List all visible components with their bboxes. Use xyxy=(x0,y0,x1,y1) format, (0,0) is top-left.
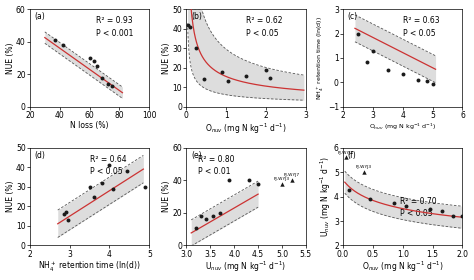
Text: (f): (f) xyxy=(348,151,356,160)
Point xyxy=(98,75,105,80)
Text: P < 0.01: P < 0.01 xyxy=(199,167,231,176)
Point xyxy=(62,210,70,214)
Y-axis label: U$_{nuv}$ (mg N kg$^{-1}$ d$^{-1}$): U$_{nuv}$ (mg N kg$^{-1}$ d$^{-1}$) xyxy=(318,156,333,237)
Point xyxy=(108,83,116,88)
Point xyxy=(98,181,105,185)
X-axis label: O$_{nuv}$ (mg N kg$^{-1}$ d$^{-1}$): O$_{nuv}$ (mg N kg$^{-1}$ d$^{-1}$) xyxy=(362,260,444,274)
X-axis label: NH$_4^+$ retention time (ln(d)): NH$_4^+$ retention time (ln(d)) xyxy=(38,260,141,274)
Point xyxy=(226,178,233,183)
Point xyxy=(369,48,377,53)
Y-axis label: NUE (%): NUE (%) xyxy=(6,181,15,212)
Point xyxy=(90,59,98,64)
Point xyxy=(450,214,457,218)
Point xyxy=(104,82,111,86)
Text: R² = 0.93: R² = 0.93 xyxy=(96,16,132,25)
Text: P < 0.05: P < 0.05 xyxy=(90,167,122,176)
Point xyxy=(109,186,117,191)
Point xyxy=(192,46,200,50)
Point xyxy=(245,178,252,183)
Point xyxy=(278,181,286,186)
Text: (a): (a) xyxy=(35,12,46,21)
Point xyxy=(142,185,149,189)
Point xyxy=(266,75,274,80)
Y-axis label: NUE (%): NUE (%) xyxy=(162,181,171,212)
Point xyxy=(216,211,224,215)
Y-axis label: NUE (%): NUE (%) xyxy=(162,42,171,74)
Text: FJ-WYJ7: FJ-WYJ7 xyxy=(283,174,300,178)
Point xyxy=(402,204,410,209)
Point xyxy=(459,214,466,218)
Point xyxy=(384,68,392,73)
Text: FJ-WYJ7: FJ-WYJ7 xyxy=(338,151,354,155)
Point xyxy=(429,81,437,86)
Text: P < 0.05: P < 0.05 xyxy=(401,209,433,218)
Point xyxy=(90,194,97,199)
Point xyxy=(52,38,59,42)
Point xyxy=(225,79,232,84)
Text: R² = 0.62: R² = 0.62 xyxy=(246,16,283,25)
Text: FJ-WYJ3: FJ-WYJ3 xyxy=(274,177,290,181)
Text: P < 0.05: P < 0.05 xyxy=(246,29,279,38)
Point xyxy=(124,169,131,173)
Point xyxy=(86,56,93,60)
Point xyxy=(192,225,200,230)
Point xyxy=(86,185,93,189)
Point xyxy=(197,214,205,218)
Y-axis label: NUE (%): NUE (%) xyxy=(6,42,15,74)
Text: R² = 0.80: R² = 0.80 xyxy=(199,155,235,164)
Text: R² = 0.63: R² = 0.63 xyxy=(403,16,439,25)
Point xyxy=(360,170,368,174)
Text: (d): (d) xyxy=(35,151,46,160)
Point xyxy=(342,155,350,160)
Text: (c): (c) xyxy=(348,12,358,21)
Point xyxy=(345,188,353,193)
Text: P < 0.001: P < 0.001 xyxy=(96,29,133,38)
X-axis label: U$_{nuv}$ (mg N kg$^{-1}$ d$^{-1}$): U$_{nuv}$ (mg N kg$^{-1}$ d$^{-1}$) xyxy=(206,260,287,274)
Point xyxy=(209,214,217,218)
Point xyxy=(366,197,374,201)
Point xyxy=(255,181,262,186)
Point xyxy=(363,59,371,64)
Text: FJ-WYJ3: FJ-WYJ3 xyxy=(356,165,372,169)
Text: R² = 0.64: R² = 0.64 xyxy=(90,155,126,164)
Point xyxy=(219,69,226,74)
Point xyxy=(354,31,362,36)
Text: (b): (b) xyxy=(191,12,202,21)
Point xyxy=(93,64,101,68)
Text: R² = 0.70: R² = 0.70 xyxy=(401,197,437,206)
X-axis label: O$_{nuv}$ (mg N kg$^{-1}$ d$^{-1}$): O$_{nuv}$ (mg N kg$^{-1}$ d$^{-1}$) xyxy=(369,122,436,132)
X-axis label: N loss (%): N loss (%) xyxy=(70,122,109,130)
Point xyxy=(59,43,66,47)
Text: (e): (e) xyxy=(191,151,202,160)
Point xyxy=(106,163,113,167)
Point xyxy=(201,77,208,82)
Point xyxy=(414,78,421,82)
Point xyxy=(288,178,295,183)
Point xyxy=(242,73,250,78)
Point xyxy=(262,67,270,72)
Point xyxy=(426,207,433,211)
Point xyxy=(185,22,192,27)
Point xyxy=(64,218,72,222)
Point xyxy=(60,212,67,216)
X-axis label: O$_{nuv}$ (mg N kg$^{-1}$ d$^{-1}$): O$_{nuv}$ (mg N kg$^{-1}$ d$^{-1}$) xyxy=(205,122,287,136)
Point xyxy=(423,79,430,83)
Point xyxy=(438,209,446,213)
Point xyxy=(202,217,210,222)
Point xyxy=(187,24,194,29)
Y-axis label: NH$_4^+$ retention time (ln(d)): NH$_4^+$ retention time (ln(d)) xyxy=(316,16,326,100)
Point xyxy=(390,200,398,205)
Text: P < 0.05: P < 0.05 xyxy=(403,29,435,38)
Point xyxy=(399,72,407,76)
